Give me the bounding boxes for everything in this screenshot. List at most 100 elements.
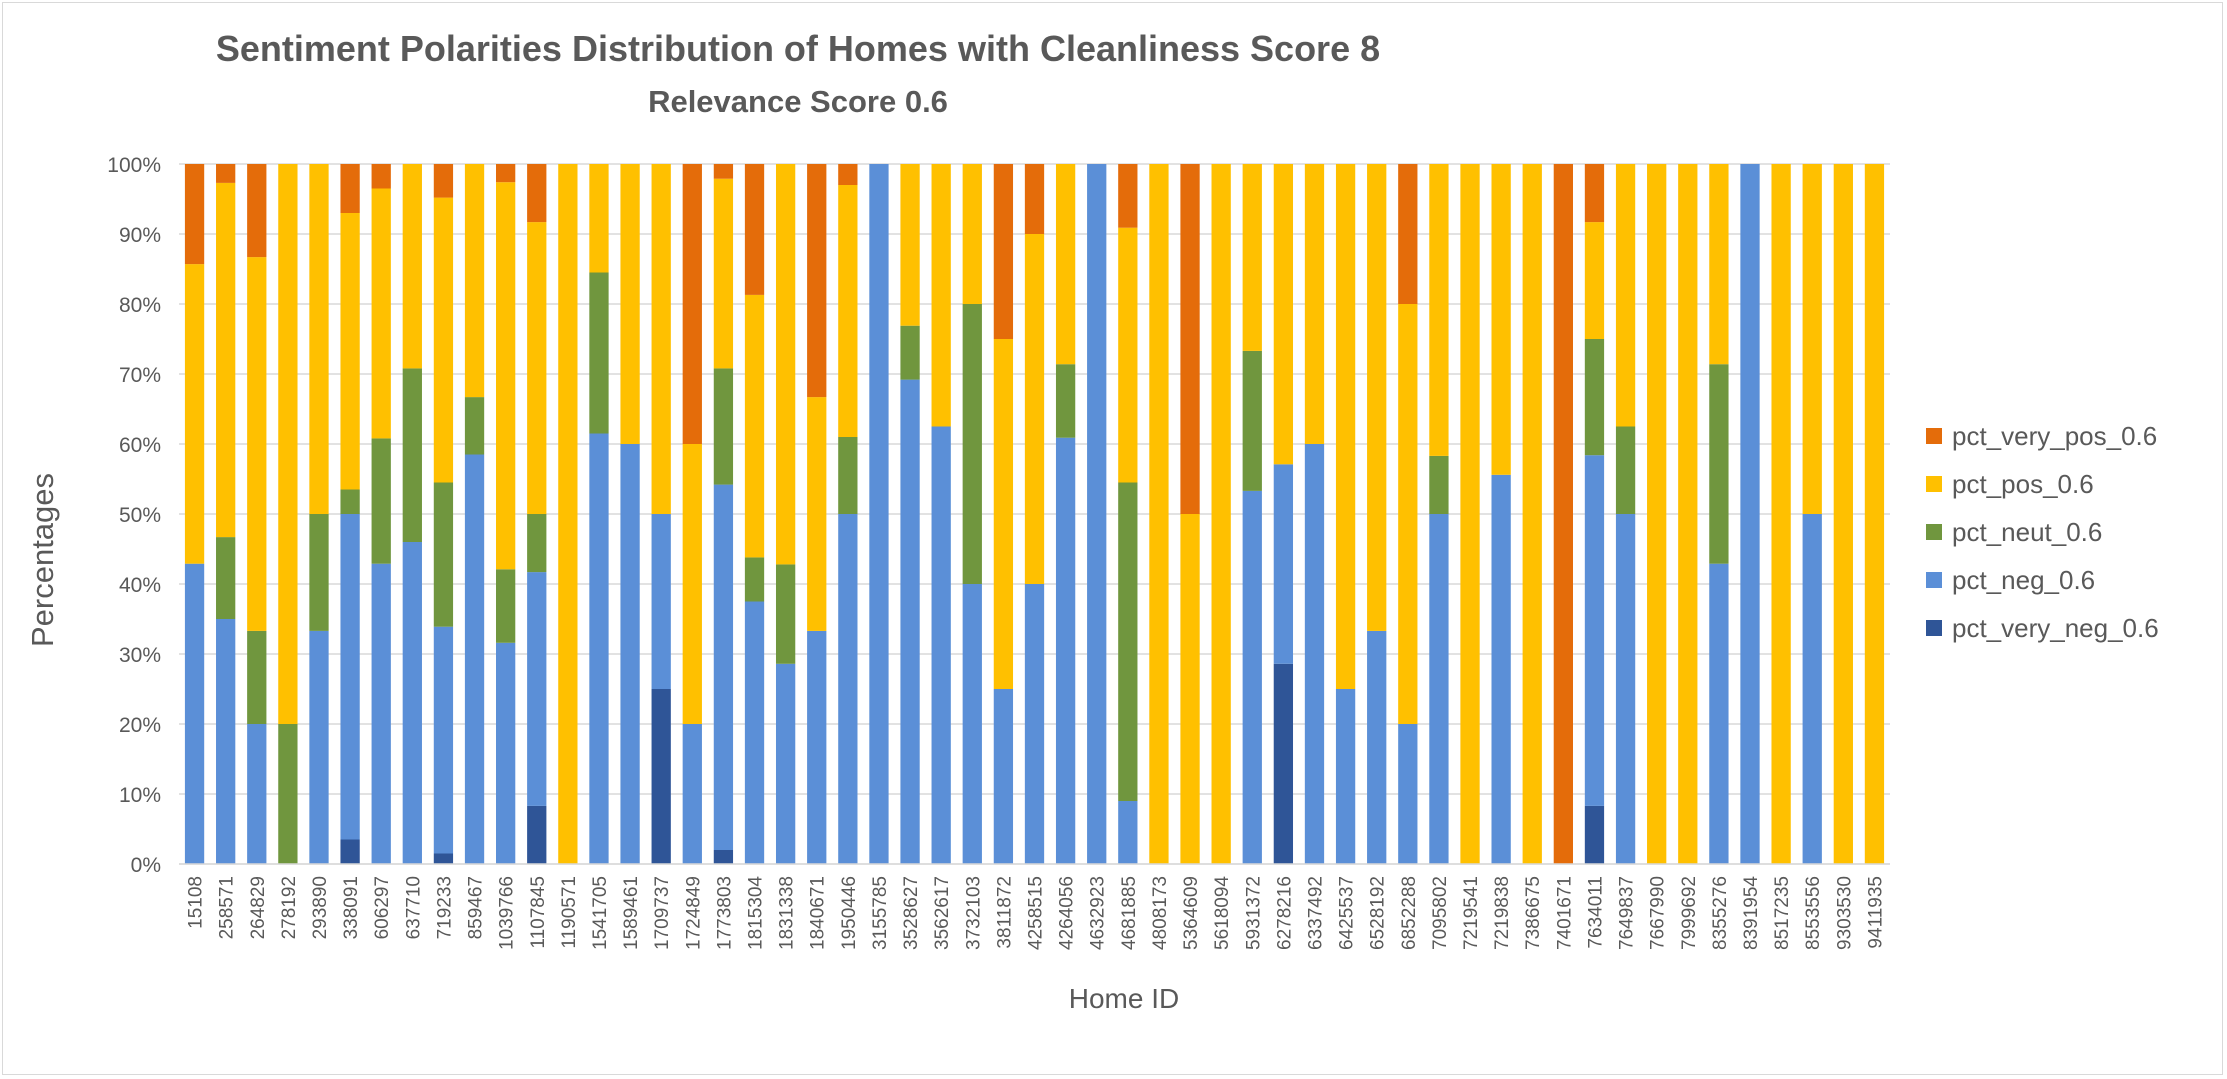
x-tick-label: 7401671 — [1554, 876, 1575, 950]
bar-segment — [900, 379, 920, 864]
bar-segment — [1180, 164, 1200, 514]
bar-segment — [744, 294, 765, 558]
x-tick-label: 7634011 — [1585, 876, 1606, 949]
bar-segment — [651, 689, 671, 864]
bar-segment — [433, 626, 454, 854]
bar-segment — [962, 304, 982, 584]
bar-segment — [713, 484, 734, 850]
y-tick-label: 30% — [119, 644, 161, 667]
bar-segment — [184, 563, 205, 864]
bar-segment — [1367, 630, 1387, 864]
x-tick-label: 1815304 — [746, 876, 767, 950]
bar-segment — [1615, 426, 1636, 514]
bar-segment — [340, 213, 360, 490]
x-tick-label: 637710 — [403, 876, 424, 939]
bar-segment — [433, 853, 454, 864]
bar-segment — [1584, 805, 1605, 864]
bar-segment — [807, 164, 827, 398]
bar-segment — [496, 642, 516, 864]
y-tick-label: 10% — [119, 784, 161, 807]
x-tick-label: 4632923 — [1088, 876, 1109, 950]
y-tick-label: 50% — [119, 504, 161, 527]
x-tick-label: 5618094 — [1212, 876, 1233, 950]
x-tick-label: 6278216 — [1274, 876, 1295, 950]
bar-segment — [713, 850, 734, 864]
bar-segment — [1802, 164, 1822, 514]
bar-segment — [216, 537, 236, 619]
x-tick-label: 8355276 — [1710, 876, 1731, 950]
bar-segment — [900, 325, 920, 380]
bar-segment — [340, 514, 360, 840]
chart-title: Sentiment Polarities Distribution of Hom… — [215, 28, 1381, 69]
x-tick-label: 1831338 — [777, 876, 798, 950]
x-tick-label: 1709737 — [652, 876, 673, 950]
bar-segment — [184, 164, 205, 265]
bar-segment — [402, 368, 422, 542]
x-tick-label: 1541705 — [590, 876, 611, 950]
bar-segment — [1118, 227, 1138, 483]
bar-segment — [682, 444, 702, 724]
bar-segment — [589, 272, 609, 434]
bar-segment — [247, 257, 267, 631]
x-tick-label: 1773803 — [714, 876, 735, 950]
x-tick-label: 4264056 — [1057, 876, 1078, 950]
x-tick-label: 3811872 — [994, 876, 1015, 949]
bar-segment — [1709, 563, 1729, 864]
y-tick-label: 80% — [119, 294, 161, 317]
bar-segment — [1304, 164, 1325, 444]
bar-segment — [371, 188, 391, 439]
legend-swatch — [1926, 620, 1942, 636]
bar-segment — [1584, 455, 1605, 806]
x-tick-label: 719233 — [434, 876, 455, 939]
bar-segment — [1273, 663, 1294, 864]
bar-segment — [807, 397, 827, 631]
bar-segment — [1615, 164, 1636, 427]
legend-label: pct_very_pos_0.6 — [1952, 420, 2158, 451]
x-tick-label: 4681885 — [1119, 876, 1140, 950]
bar-segment — [433, 482, 454, 627]
bar-segment — [1273, 164, 1294, 465]
bar-segment — [620, 164, 640, 444]
bar-segment — [1055, 164, 1076, 365]
bar-segment — [1087, 164, 1107, 864]
bar-segment — [713, 368, 734, 485]
x-tick-label: 3562617 — [932, 876, 953, 950]
x-tick-label: 1724849 — [683, 876, 704, 950]
bar-segment — [838, 514, 858, 864]
legend-item: pct_very_pos_0.6 — [1926, 412, 2159, 460]
bar-segment — [1055, 364, 1076, 438]
bar-segment — [589, 433, 609, 864]
bar-segment — [651, 514, 671, 689]
bar-segment — [1024, 584, 1045, 864]
bar-segment — [1615, 514, 1636, 864]
bar-segment — [1771, 164, 1791, 864]
bar-segment — [744, 557, 765, 602]
bar-segment — [838, 185, 858, 437]
x-tick-label: 293890 — [310, 876, 331, 939]
bar-segment — [558, 164, 578, 864]
bar-segment — [216, 182, 236, 538]
bar-segment — [775, 564, 796, 664]
bar-segment — [1118, 482, 1138, 801]
bar-segment — [309, 630, 329, 864]
x-tick-label: 1950446 — [839, 876, 860, 950]
bar-segment — [1024, 164, 1045, 234]
legend-item: pct_neg_0.6 — [1926, 556, 2159, 604]
bar-segment — [1709, 164, 1729, 365]
bar-segment — [371, 438, 391, 564]
bar-segment — [464, 454, 485, 864]
bar-segment — [340, 839, 360, 864]
bar-segment — [993, 689, 1014, 864]
x-tick-label: 258571 — [217, 876, 238, 939]
chart-subtitle: Relevance Score 0.6 — [648, 84, 948, 119]
bar-segment — [278, 164, 298, 724]
bar-segment — [1491, 474, 1511, 864]
bar-segment — [309, 164, 329, 514]
legend-label: pct_neut_0.6 — [1952, 516, 2103, 547]
legend-swatch — [1926, 524, 1942, 540]
y-tick-label: 70% — [119, 364, 161, 387]
x-tick-label: 6337492 — [1305, 876, 1326, 950]
legend-swatch — [1926, 428, 1942, 444]
x-tick-label: 1840671 — [808, 876, 829, 950]
y-tick-label: 20% — [119, 714, 161, 737]
